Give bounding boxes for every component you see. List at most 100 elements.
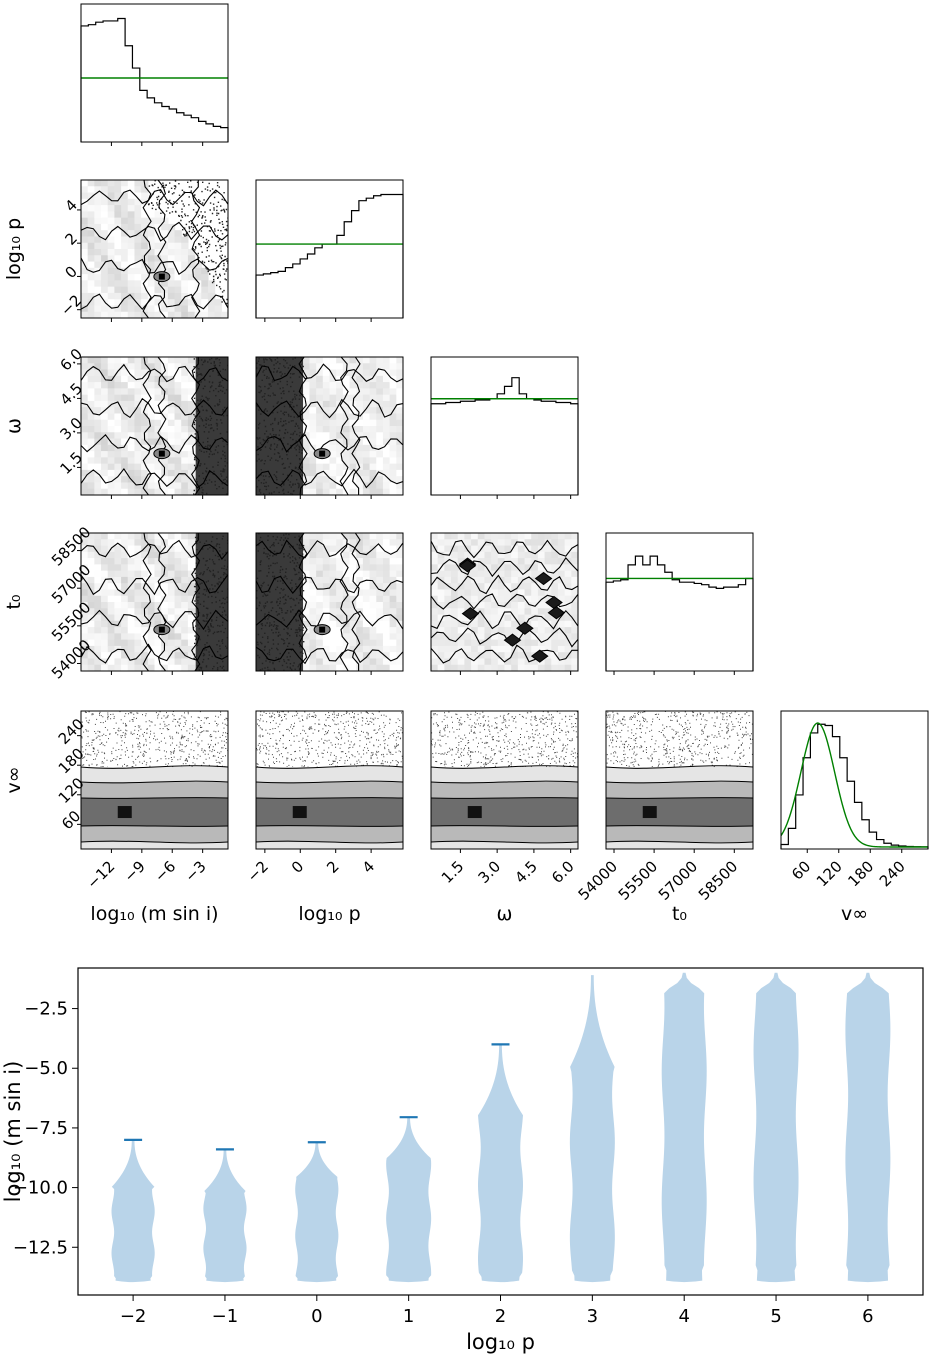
x-tick-label-vinf: 120: [813, 857, 846, 890]
density-cell: [369, 394, 377, 402]
density-cell: [141, 583, 149, 591]
density-cell: [309, 558, 317, 565]
density-cell: [302, 469, 311, 477]
density-cell: [369, 564, 377, 572]
density-cell: [141, 564, 149, 572]
density-cell: [114, 469, 122, 477]
density-cell: [114, 363, 122, 371]
density-cell: [309, 652, 317, 660]
density-cell: [101, 583, 109, 591]
density-cell: [121, 602, 129, 609]
density-cell: [504, 664, 512, 671]
density-cell: [382, 407, 391, 415]
density-cell: [457, 539, 466, 547]
density-cell: [87, 363, 95, 371]
density-cell: [382, 652, 391, 660]
density-cell: [94, 639, 102, 647]
density-cell: [362, 357, 371, 364]
violin-y-tick-label: −2.5: [24, 999, 68, 1020]
density-cell: [81, 369, 89, 377]
density-cell: [564, 589, 572, 597]
density-cell: [531, 570, 539, 578]
density-cell: [342, 463, 351, 471]
density-cell: [309, 413, 317, 421]
density-cell: [497, 570, 506, 578]
density-cell: [174, 627, 182, 634]
density-cell: [302, 589, 311, 597]
density-cell: [127, 438, 136, 446]
density-cell: [147, 292, 156, 300]
density-cell: [81, 426, 89, 433]
density-cell: [316, 375, 324, 383]
density-cell: [107, 242, 116, 250]
density-cell: [114, 602, 122, 609]
density-cell: [107, 602, 116, 609]
density-cell: [121, 627, 129, 634]
y-tick-label: 60: [58, 807, 84, 833]
contour-line: [339, 357, 349, 495]
density-cell: [396, 369, 403, 377]
density-cell: [564, 633, 572, 641]
density-cell: [517, 652, 526, 660]
density-cell: [107, 394, 116, 402]
density-cell: [207, 311, 216, 318]
density-cell: [94, 274, 102, 281]
density-cell: [511, 608, 519, 616]
density-cell: [517, 664, 526, 671]
density-cell: [464, 664, 472, 671]
density-cell: [107, 608, 116, 616]
density-cell: [362, 583, 371, 591]
density-cell: [497, 551, 506, 559]
density-cell: [187, 357, 196, 364]
density-cell: [471, 570, 479, 578]
density-cell: [356, 432, 364, 440]
contour-line: [606, 840, 753, 844]
density-cell: [369, 407, 377, 415]
density-cell: [329, 426, 337, 433]
contour-line: [256, 840, 403, 844]
density-cell: [101, 539, 109, 547]
density-cell: [431, 558, 439, 565]
panel-frame-t0: [605, 532, 754, 672]
density-cell: [154, 469, 162, 477]
density-cell: [87, 186, 95, 194]
density-cell: [114, 305, 122, 313]
density-cell: [557, 633, 566, 641]
density-cell: [362, 595, 371, 603]
density-cell: [147, 576, 156, 584]
density-cell: [369, 463, 377, 471]
density-cell: [342, 570, 351, 578]
density-cell: [557, 614, 566, 622]
density-cell: [396, 388, 403, 396]
density-cell: [174, 407, 182, 415]
density-cell: [134, 469, 142, 477]
density-cell: [389, 432, 397, 440]
density-cell: [121, 664, 129, 671]
density-blob: [461, 606, 480, 621]
density-cell: [154, 261, 162, 269]
density-cell: [376, 564, 384, 572]
scatter-points: [431, 711, 578, 783]
density-cell: [121, 357, 129, 364]
density-cell: [174, 400, 182, 408]
density-cell: [127, 186, 136, 194]
density-cell: [531, 658, 539, 666]
density-cell: [134, 564, 142, 572]
density-cell: [382, 658, 391, 666]
density-cell: [302, 620, 311, 628]
density-cell: [87, 614, 95, 622]
density-cell: [187, 413, 196, 421]
density-cell: [187, 261, 196, 269]
density-cell: [497, 595, 506, 603]
density-cell: [167, 589, 176, 597]
density-cell: [154, 438, 162, 446]
density-cell: [477, 633, 486, 641]
density-cell: [121, 305, 129, 313]
density-cell: [551, 551, 559, 559]
density-cell: [94, 249, 102, 256]
density-cell: [167, 357, 176, 364]
density-cell: [382, 558, 391, 565]
density-cell: [141, 469, 149, 477]
density-cell: [336, 602, 344, 609]
density-cell: [87, 620, 95, 628]
